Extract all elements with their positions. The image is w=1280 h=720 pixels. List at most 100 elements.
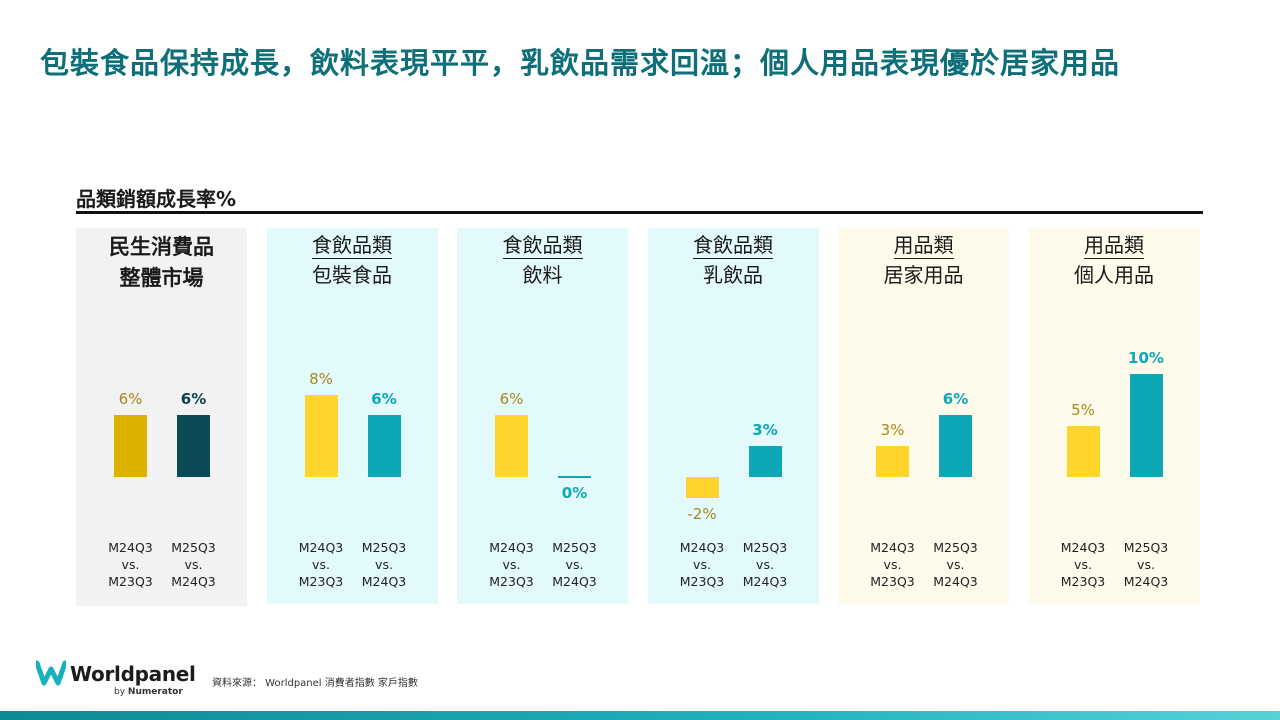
panel-header-line1: 食飲品類 <box>693 233 773 259</box>
x-axis-label-line: M25Q3 <box>171 540 216 555</box>
data-label: 6% <box>371 390 397 409</box>
x-axis-label-line: M24Q3 <box>1060 540 1106 555</box>
x-axis-label-line: vs. <box>565 557 584 572</box>
x-axis-label-line: M24Q3 <box>933 574 978 589</box>
panel-header-line2: 乳飲品 <box>703 263 763 287</box>
data-label: 8% <box>309 369 333 388</box>
panel-header-line2: 個人用品 <box>1074 263 1154 287</box>
x-axis-label-line: M23Q3 <box>1060 574 1106 589</box>
panel-header-line2: 居家用品 <box>883 263 964 287</box>
bar <box>558 476 591 478</box>
x-axis-label: M25Q3 vs. M24Q3 <box>154 539 234 590</box>
bar <box>748 446 782 477</box>
x-axis-label-line: M24Q3 <box>552 574 597 589</box>
x-axis-label-line: M24Q3 <box>679 540 725 555</box>
data-label: 6% <box>180 390 207 409</box>
x-axis-label: M25Q3 vs. M24Q3 <box>535 539 615 590</box>
panel-header-line2: 整體市場 <box>119 266 204 290</box>
worldpanel-w-icon <box>34 660 68 686</box>
panel-header-line1: 用品類 <box>1084 233 1144 259</box>
data-label: 6% <box>118 390 143 409</box>
category-panel: 用品類 居家用品 3% M24Q3 vs. M23Q3 6% M25Q3 vs. M24Q3 <box>838 228 1009 604</box>
x-axis-label-line: vs. <box>121 557 140 572</box>
panel-header: 用品類 個人用品 <box>1029 233 1200 290</box>
x-axis-label-line: M25Q3 <box>933 540 978 555</box>
category-panel: 食飲品類 乳飲品 -2% M24Q3 vs. M23Q3 3% M25Q3 vs. M24Q3 <box>647 228 819 604</box>
x-axis-label: M25Q3 vs. M24Q3 <box>916 539 996 590</box>
data-label: 3% <box>880 421 905 440</box>
data-label: 6% <box>942 390 969 409</box>
x-axis-label-line: M23Q3 <box>298 574 344 589</box>
x-axis-label: M24Q3 vs. M23Q3 <box>1043 539 1123 590</box>
bar <box>114 415 147 477</box>
x-axis-label-line: M24Q3 <box>108 540 153 555</box>
bar <box>1129 374 1163 477</box>
section-divider <box>76 211 1203 214</box>
x-axis-label-line: M23Q3 <box>489 574 534 589</box>
panel-header: 用品類 居家用品 <box>838 233 1009 290</box>
logo-by-prefix: by <box>114 687 126 697</box>
panel-header-line1: 食飲品類 <box>502 233 583 259</box>
panel-header: 食飲品類 飲料 <box>457 233 628 290</box>
x-axis-label: M25Q3 vs. M24Q3 <box>725 539 805 590</box>
x-axis-label: M24Q3 vs. M23Q3 <box>91 539 171 590</box>
bar <box>876 446 909 477</box>
x-axis-label-line: M25Q3 <box>552 540 597 555</box>
bar <box>939 415 972 477</box>
page-title: 包裝食品保持成長，飲料表現平平，乳飲品需求回溫；個人用品表現優於居家用品 <box>40 46 1121 80</box>
x-axis-label-line: M24Q3 <box>361 574 407 589</box>
x-axis-label-line: vs. <box>883 557 902 572</box>
x-axis-label-line: vs. <box>946 557 965 572</box>
x-axis-label-line: vs. <box>184 557 203 572</box>
x-axis-label: M24Q3 vs. M23Q3 <box>853 539 933 590</box>
x-axis-label: M24Q3 vs. M23Q3 <box>281 539 361 590</box>
category-panel: 食飲品類飲料 6% M24Q3 vs. M23Q3 0% M25Q3 vs. M24Q3 <box>457 228 628 604</box>
x-axis-label-line: M23Q3 <box>108 574 153 589</box>
x-axis-label: M24Q3 vs. M23Q3 <box>472 539 552 590</box>
bar <box>685 477 719 498</box>
source-note: 資料來源： Worldpanel 消費者指數 家戶指數 <box>212 678 418 689</box>
x-axis-label-line: M24Q3 <box>171 574 216 589</box>
x-axis-label-line: M24Q3 <box>1123 574 1169 589</box>
logo-wordmark: Worldpanel <box>70 662 196 686</box>
category-panel: 民生消費品整體市場 6% M24Q3 vs. M23Q3 6% M25Q3 vs. M24Q3 <box>76 228 247 606</box>
panel-header-line2: 飲料 <box>522 263 563 287</box>
data-label: -2% <box>687 504 717 523</box>
x-axis-label-line: vs. <box>375 557 393 572</box>
bar <box>177 415 210 477</box>
panel-header-line1: 食飲品類 <box>312 233 392 259</box>
bar <box>1066 425 1100 477</box>
x-axis-label-line: vs. <box>502 557 521 572</box>
x-axis-label-line: M25Q3 <box>742 540 788 555</box>
x-axis-label-line: M24Q3 <box>870 540 915 555</box>
x-axis-label-line: M25Q3 <box>1123 540 1169 555</box>
x-axis-label-line: M24Q3 <box>489 540 534 555</box>
panel-header-line1: 民生消費品 <box>109 235 214 259</box>
panel-header-line2: 包裝食品 <box>312 263 392 287</box>
x-axis-label: M24Q3 vs. M23Q3 <box>662 539 742 590</box>
logo-by-brand: Numerator <box>127 687 183 697</box>
x-axis-label-line: vs. <box>312 557 330 572</box>
x-axis-label-line: M24Q3 <box>298 540 344 555</box>
bottom-accent-strip <box>0 711 1280 720</box>
category-panel: 用品類 個人用品 5% M24Q3 vs. M23Q3 10% M25Q3 vs. M24Q3 <box>1028 228 1200 604</box>
bar <box>495 415 528 477</box>
x-axis-label: M25Q3 vs. M24Q3 <box>344 539 424 590</box>
data-label: 10% <box>1128 349 1164 367</box>
x-axis-label-line: vs. <box>693 557 711 572</box>
worldpanel-logo: Worldpanel by Numerator <box>34 660 196 700</box>
logo-byline: by Numerator <box>114 687 183 697</box>
x-axis-label-line: vs. <box>1074 557 1092 572</box>
x-axis-label: M25Q3 vs. M24Q3 <box>1106 539 1186 590</box>
data-label: 5% <box>1071 400 1095 419</box>
data-label: 3% <box>752 421 778 440</box>
panel-header-line1: 用品類 <box>893 233 954 259</box>
x-axis-label-line: vs. <box>756 557 774 572</box>
category-panel: 食飲品類 包裝食品 8% M24Q3 vs. M23Q3 6% M25Q3 vs. M24Q3 <box>266 228 438 604</box>
bar <box>367 415 401 477</box>
bar <box>304 394 338 477</box>
x-axis-label-line: M24Q3 <box>742 574 788 589</box>
panel-header: 民生消費品 整體市場 <box>76 232 247 293</box>
data-label: 0% <box>561 484 588 502</box>
data-label: 6% <box>499 390 524 409</box>
